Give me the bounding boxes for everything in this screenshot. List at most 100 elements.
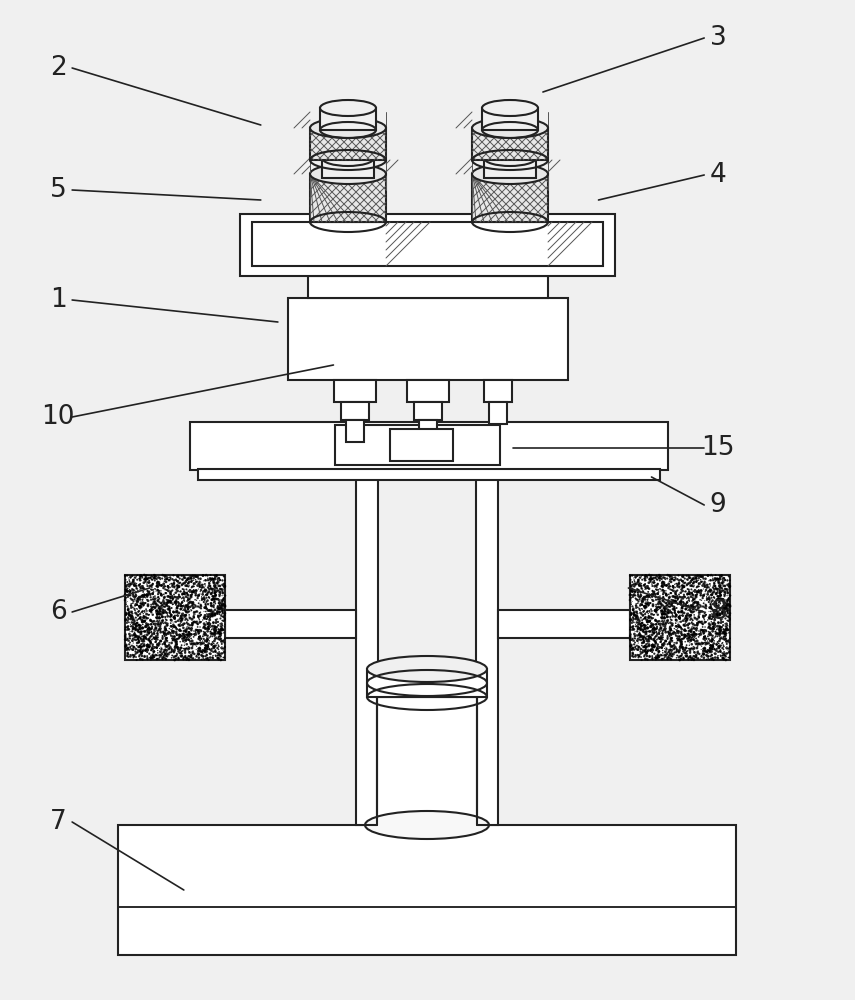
Point bbox=[668, 599, 681, 615]
Point bbox=[137, 608, 150, 624]
Point bbox=[140, 645, 154, 661]
Point bbox=[664, 638, 678, 654]
Point bbox=[633, 578, 646, 594]
Point bbox=[664, 630, 678, 646]
Point bbox=[152, 601, 166, 617]
Point bbox=[657, 643, 671, 659]
Point bbox=[657, 606, 671, 622]
Point bbox=[645, 616, 658, 632]
Point bbox=[683, 649, 697, 665]
Point bbox=[679, 598, 693, 614]
Point bbox=[208, 602, 221, 618]
Point bbox=[170, 646, 184, 662]
Point bbox=[687, 619, 700, 635]
Point bbox=[703, 590, 716, 606]
Point bbox=[720, 625, 734, 641]
Point bbox=[203, 578, 217, 594]
Point bbox=[697, 610, 711, 626]
Point bbox=[205, 605, 219, 621]
Point bbox=[651, 648, 664, 664]
Point bbox=[641, 580, 655, 596]
Point bbox=[158, 627, 172, 643]
Point bbox=[195, 631, 209, 647]
Point bbox=[208, 567, 221, 583]
Point bbox=[655, 651, 669, 667]
Point bbox=[689, 629, 703, 645]
Point bbox=[209, 590, 222, 606]
Point bbox=[130, 568, 144, 584]
Point bbox=[205, 592, 219, 608]
Point bbox=[697, 643, 711, 659]
Point bbox=[173, 627, 186, 643]
Point bbox=[195, 577, 209, 593]
Point bbox=[190, 592, 203, 608]
Point bbox=[721, 601, 734, 617]
Point bbox=[177, 598, 191, 614]
Point bbox=[215, 581, 228, 597]
Point bbox=[652, 651, 665, 667]
Point bbox=[156, 597, 169, 613]
Point bbox=[626, 641, 640, 657]
Point bbox=[673, 611, 687, 627]
Point bbox=[653, 599, 667, 615]
Point bbox=[152, 585, 166, 601]
Point bbox=[665, 596, 679, 612]
Point bbox=[701, 567, 715, 583]
Point bbox=[133, 595, 147, 611]
Point bbox=[196, 644, 209, 660]
Point bbox=[638, 643, 652, 659]
Point bbox=[711, 648, 725, 664]
Point bbox=[146, 599, 160, 615]
Point bbox=[121, 602, 135, 618]
Point bbox=[678, 616, 692, 632]
Point bbox=[710, 581, 723, 597]
Point bbox=[663, 599, 676, 615]
Point bbox=[144, 621, 158, 637]
Point bbox=[673, 610, 687, 626]
Point bbox=[156, 624, 170, 640]
Point bbox=[671, 614, 685, 630]
Point bbox=[707, 584, 721, 600]
Point bbox=[679, 613, 693, 629]
Point bbox=[141, 587, 155, 603]
Point bbox=[161, 578, 174, 594]
Point bbox=[147, 645, 161, 661]
Point bbox=[665, 642, 679, 658]
Point bbox=[687, 624, 700, 640]
Point bbox=[682, 592, 696, 608]
Point bbox=[167, 617, 180, 633]
Point bbox=[683, 575, 697, 591]
Point bbox=[655, 611, 669, 627]
Point bbox=[133, 603, 146, 619]
Point bbox=[147, 644, 161, 660]
Point bbox=[712, 626, 726, 642]
Point bbox=[659, 577, 673, 593]
Point bbox=[209, 644, 222, 660]
Point bbox=[694, 626, 708, 642]
Point bbox=[121, 618, 135, 634]
Point bbox=[177, 627, 191, 643]
Point bbox=[212, 595, 226, 611]
Point bbox=[199, 640, 213, 656]
Point bbox=[125, 576, 139, 592]
Point bbox=[205, 571, 219, 587]
Point bbox=[209, 588, 222, 604]
Point bbox=[653, 588, 667, 604]
Point bbox=[213, 604, 227, 620]
Point bbox=[130, 575, 144, 591]
Point bbox=[198, 625, 211, 641]
Ellipse shape bbox=[310, 118, 386, 138]
Point bbox=[705, 587, 719, 603]
Point bbox=[665, 612, 679, 628]
Point bbox=[672, 576, 686, 592]
Point bbox=[209, 644, 223, 660]
Point bbox=[140, 650, 154, 666]
Point bbox=[195, 592, 209, 608]
Point bbox=[152, 574, 166, 590]
Point bbox=[690, 598, 704, 614]
Point bbox=[177, 631, 191, 647]
Point bbox=[717, 595, 731, 611]
Point bbox=[137, 638, 150, 654]
Point bbox=[654, 631, 668, 647]
Point bbox=[669, 593, 682, 609]
